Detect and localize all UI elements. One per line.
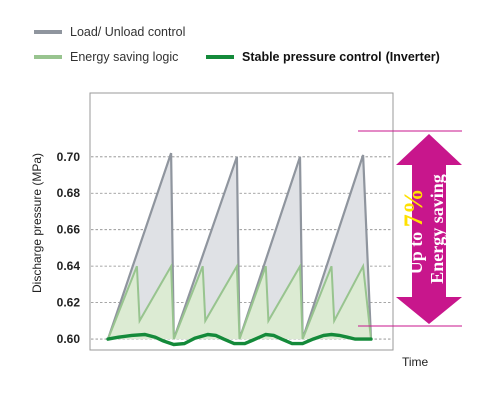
legend-label-energy-saving: Energy saving logic — [70, 50, 178, 64]
legend-label-stable-pressure-suffix: (Inverter) — [386, 50, 440, 64]
legend-label-load-unload: Load/ Unload control — [70, 25, 185, 39]
y-axis-title: Discharge pressure (MPa) — [30, 153, 44, 293]
callout-text: Up to 7% Energy saving — [399, 174, 447, 284]
legend-item-load-unload: Load/ Unload control — [34, 25, 185, 39]
series-layer — [108, 153, 371, 344]
y-tick-label: 0.62 — [57, 296, 81, 310]
legend-label-stable-pressure: Stable pressure control (Inverter) — [242, 50, 440, 64]
y-tick-label: 0.60 — [57, 332, 81, 346]
legend-label-stable-pressure-main: Stable pressure control — [242, 50, 382, 64]
legend: Load/ Unload control Energy saving logic… — [34, 25, 440, 64]
x-axis-title: Time — [402, 355, 429, 369]
y-tick-label: 0.68 — [57, 186, 81, 200]
legend-item-energy-saving: Energy saving logic — [34, 50, 178, 64]
callout-line-2: Energy saving — [427, 174, 447, 284]
legend-item-stable-pressure: Stable pressure control (Inverter) — [206, 50, 440, 64]
callout-prefix: Up to — [406, 227, 426, 274]
y-tick-label: 0.64 — [57, 259, 81, 273]
y-tick-labels: 0.60 0.62 0.64 0.66 0.68 0.70 — [57, 150, 81, 346]
callout-line-1: Up to 7% — [399, 188, 428, 274]
callout-highlight: 7% — [399, 188, 428, 227]
y-tick-label: 0.70 — [57, 150, 81, 164]
y-tick-label: 0.66 — [57, 223, 81, 237]
